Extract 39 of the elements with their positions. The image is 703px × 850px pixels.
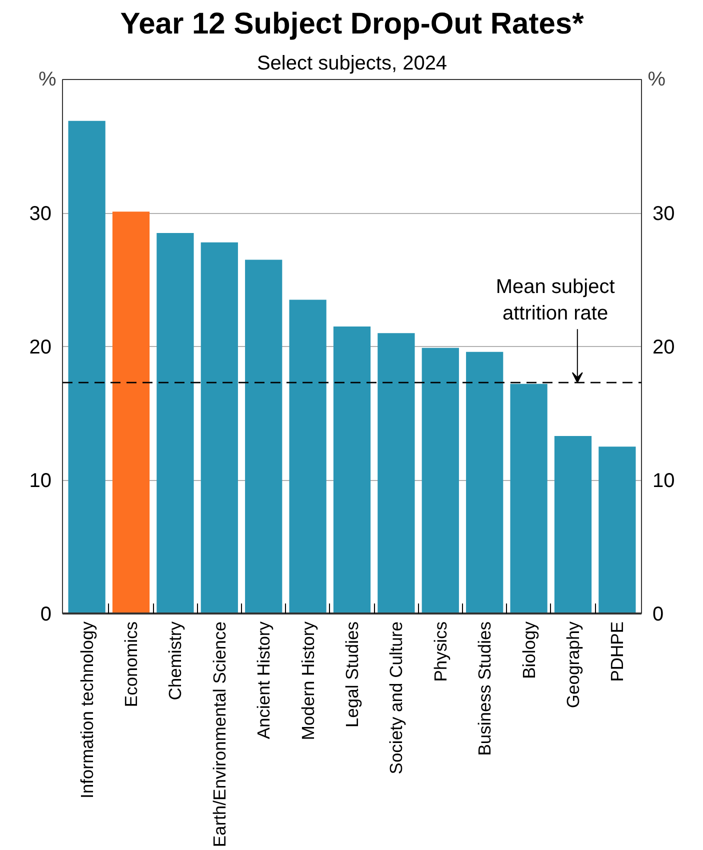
x-tick-label: PDHPE <box>607 621 628 682</box>
x-tick-label: Geography <box>562 621 583 708</box>
x-tick-label: Chemistry <box>165 621 186 700</box>
bar <box>68 120 106 614</box>
ref-line-label: Mean subject attrition rate <box>496 276 616 325</box>
bar <box>245 260 282 614</box>
x-tick-label: Physics <box>430 621 450 682</box>
bar <box>200 242 238 614</box>
y2-tick-label: 30 <box>652 203 675 225</box>
y-tick-label: 0 <box>40 604 52 626</box>
bar <box>554 436 592 614</box>
y2-tick-label: 0 <box>652 604 664 626</box>
bar <box>466 352 504 614</box>
x-tick-label: Earth/Environmental Science <box>209 622 230 848</box>
x-tick-label: Modern History <box>298 621 318 740</box>
x-tick-label: Economics <box>121 621 142 708</box>
x-tick-label: Biology <box>518 621 539 679</box>
x-tick-label: Society and Culture <box>386 621 406 774</box>
bar <box>156 233 194 614</box>
bar <box>289 300 326 614</box>
x-tick-label: Information technology <box>76 621 97 799</box>
bar <box>378 333 415 614</box>
y-axis-title: % <box>38 68 56 90</box>
bar <box>112 212 150 614</box>
y-tick-label: 20 <box>29 336 52 358</box>
y2-tick-label: 10 <box>652 470 675 492</box>
chart-subtitle: Select subjects, 2024 <box>256 52 448 74</box>
y-tick-label: 30 <box>29 203 52 225</box>
y2-tick-label: 20 <box>652 336 675 358</box>
y-tick-label: 10 <box>29 470 52 492</box>
x-tick-label: Ancient History <box>254 621 274 740</box>
bar <box>510 384 548 614</box>
bar <box>422 348 459 614</box>
chart-title: Year 12 Subject Drop-Out Rates* <box>120 8 584 40</box>
y2-axis-title: % <box>648 68 666 90</box>
x-tick-label: Legal Studies <box>342 621 362 728</box>
x-tick-label: Business Studies <box>474 621 495 756</box>
bar <box>598 446 636 614</box>
bar <box>333 326 371 614</box>
